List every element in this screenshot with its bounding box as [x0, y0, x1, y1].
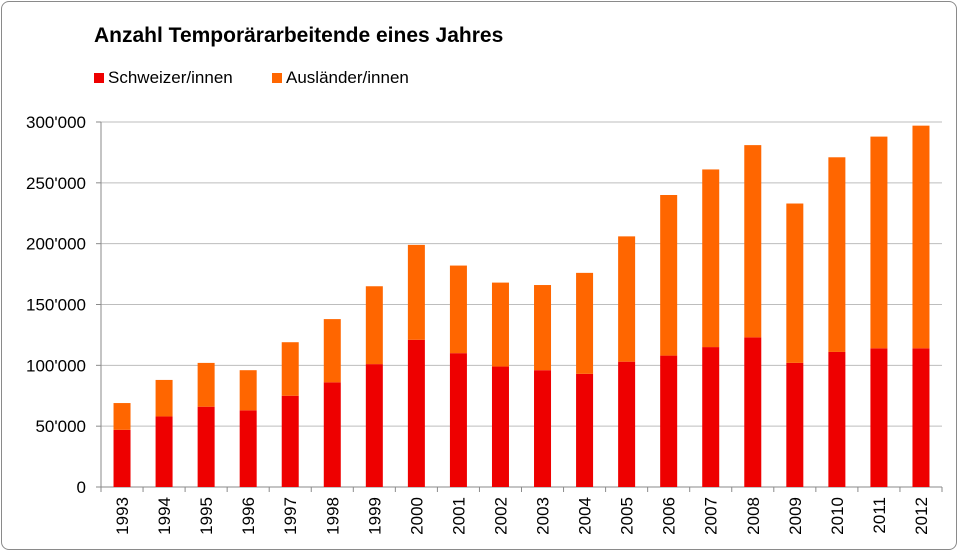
- bar-auslaender: [365, 286, 383, 365]
- bar-schweizer: [828, 351, 846, 487]
- legend-label-auslaender: Ausländer/innen: [286, 68, 409, 87]
- bar-auslaender: [744, 145, 762, 338]
- x-tick-label: 2009: [786, 497, 805, 535]
- y-tick-label: 50'000: [35, 417, 86, 436]
- bar-schweizer: [786, 362, 804, 487]
- x-tick-label: 1995: [197, 497, 216, 535]
- y-tick-label: 300'000: [26, 113, 86, 132]
- bar-auslaender: [323, 319, 341, 383]
- bar-auslaender: [534, 285, 552, 371]
- bar-schweizer: [534, 370, 552, 487]
- bar-auslaender: [618, 236, 636, 362]
- legend-item-auslaender: Ausländer/innen: [272, 68, 409, 88]
- bar-auslaender: [407, 244, 425, 340]
- x-tick-label: 2005: [618, 497, 637, 535]
- bar-schweizer: [155, 416, 173, 487]
- x-tick-label: 1996: [239, 497, 258, 535]
- bar-auslaender: [281, 342, 299, 396]
- x-tick-label: 2006: [660, 497, 679, 535]
- bar-auslaender: [828, 157, 846, 352]
- x-tick-label: 1999: [365, 497, 384, 535]
- bar-auslaender: [702, 169, 720, 348]
- bar-auslaender: [155, 379, 173, 417]
- y-tick-label: 150'000: [26, 296, 86, 315]
- legend-label-schweizer: Schweizer/innen: [108, 68, 233, 87]
- x-tick-label: 2002: [491, 497, 510, 535]
- bar-schweizer: [449, 353, 467, 487]
- bar-auslaender: [660, 195, 678, 356]
- bar-schweizer: [281, 395, 299, 487]
- x-tick-label: 2010: [828, 497, 847, 535]
- legend-swatch-auslaender: [272, 73, 282, 83]
- bar-auslaender: [239, 370, 257, 411]
- y-tick-label: 200'000: [26, 235, 86, 254]
- bar-schweizer: [870, 348, 888, 487]
- bar-schweizer: [702, 347, 720, 487]
- bar-schweizer: [912, 348, 930, 487]
- bar-auslaender: [870, 136, 888, 349]
- x-tick-label: 2000: [407, 497, 426, 535]
- bar-auslaender: [113, 403, 131, 430]
- bar-schweizer: [576, 373, 594, 487]
- bar-auslaender: [197, 362, 215, 407]
- bar-schweizer: [113, 429, 131, 487]
- x-tick-label: 1994: [155, 497, 174, 535]
- x-tick-label: 2004: [576, 497, 595, 535]
- legend-swatch-schweizer: [94, 73, 104, 83]
- bar-auslaender: [491, 282, 509, 367]
- x-tick-label: 1993: [113, 497, 132, 535]
- x-tick-label: 1998: [323, 497, 342, 535]
- bar-schweizer: [239, 410, 257, 487]
- bar-schweizer: [491, 366, 509, 487]
- y-tick-label: 0: [77, 478, 86, 497]
- bar-schweizer: [407, 339, 425, 487]
- y-tick-label: 100'000: [26, 356, 86, 375]
- x-tick-label: 2012: [912, 497, 931, 535]
- bar-auslaender: [912, 125, 930, 349]
- x-tick-label: 2003: [534, 497, 553, 535]
- chart-title: Anzahl Temporärarbeitende eines Jahres: [94, 24, 504, 47]
- bar-schweizer: [323, 382, 341, 487]
- x-tick-label: 1997: [281, 497, 300, 535]
- x-tick-label: 2011: [870, 497, 889, 534]
- bar-schweizer: [365, 364, 383, 487]
- x-tick-label: 2007: [702, 497, 721, 535]
- bar-schweizer: [660, 355, 678, 487]
- legend-item-schweizer: Schweizer/innen: [94, 68, 233, 88]
- x-tick-label: 2008: [744, 497, 763, 535]
- bar-auslaender: [786, 203, 804, 363]
- bar-schweizer: [197, 406, 215, 487]
- bar-schweizer: [744, 337, 762, 487]
- x-tick-label: 2001: [449, 497, 468, 535]
- bar-auslaender: [449, 265, 467, 354]
- bar-schweizer: [618, 361, 636, 487]
- y-tick-label: 250'000: [26, 174, 86, 193]
- bar-auslaender: [576, 272, 594, 374]
